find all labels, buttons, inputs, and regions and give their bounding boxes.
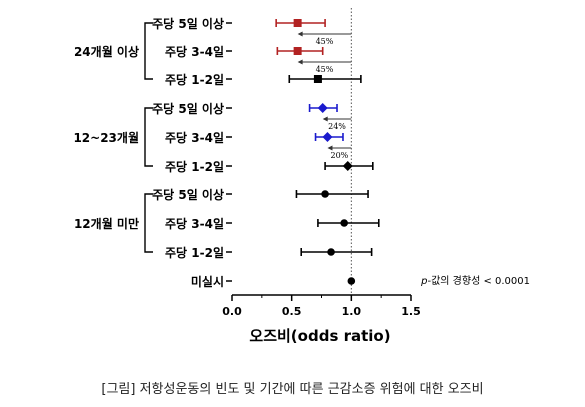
annotation-arrow-head [297, 59, 303, 65]
forest-row [288, 75, 362, 83]
point-marker [293, 19, 302, 27]
point-marker [322, 132, 333, 142]
point-marker [321, 190, 329, 198]
row-label: 주당 5일 이상 [152, 187, 224, 202]
point-marker [293, 47, 302, 55]
group-bracket [144, 193, 153, 253]
annotation-label: 45% [316, 65, 334, 74]
annotation-label: 45% [316, 37, 334, 46]
x-tick-label: 1.5 [401, 305, 421, 318]
group-label: 12개월 미만 [74, 216, 139, 231]
row-label: 주당 1-2일 [165, 72, 224, 87]
forest-row [317, 219, 380, 227]
group-bracket [144, 107, 153, 167]
figure-caption: [그림] 저항성운동의 빈도 및 기간에 따른 근감소증 위험에 대한 오즈비 [101, 382, 484, 397]
annotation-label: 24% [328, 122, 346, 131]
forest-row [300, 248, 373, 256]
row-label: 주당 1-2일 [165, 159, 224, 174]
row-label: 미실시 [191, 274, 224, 289]
forest-row [275, 19, 326, 27]
annotation-arrow-head [322, 116, 328, 122]
row-label: 주당 3-4일 [165, 44, 224, 59]
point-marker [342, 161, 353, 171]
annotation-label: 20% [331, 151, 349, 160]
forest-row [295, 190, 369, 198]
row-label: 주당 3-4일 [165, 216, 224, 231]
annotation-arrow-head [297, 31, 303, 37]
row-label: 주당 1-2일 [165, 245, 224, 260]
forest-row [308, 103, 338, 113]
annotation-arrow-head [327, 145, 333, 151]
point-marker [317, 103, 328, 113]
row-label: 주당 5일 이상 [152, 101, 224, 116]
forest-row [324, 161, 374, 171]
group-bracket [144, 22, 153, 80]
point-marker [327, 248, 335, 256]
x-tick-label: 0.5 [282, 305, 302, 318]
p-value-label: p-값의 경향성 < 0.0001 [420, 274, 530, 287]
point-marker [347, 277, 356, 285]
forest-row [276, 47, 324, 55]
forest-row [314, 132, 344, 142]
row-label: 주당 5일 이상 [152, 16, 224, 31]
group-label: 24개월 이상 [74, 44, 139, 59]
point-marker [340, 219, 348, 227]
x-axis-title: 오즈비(odds ratio) [249, 327, 390, 345]
point-marker [313, 75, 322, 83]
x-tick-label: 1.0 [342, 305, 362, 318]
x-tick-label: 0.0 [222, 305, 242, 318]
group-label: 12~23개월 [73, 130, 139, 145]
row-label: 주당 3-4일 [165, 130, 224, 145]
